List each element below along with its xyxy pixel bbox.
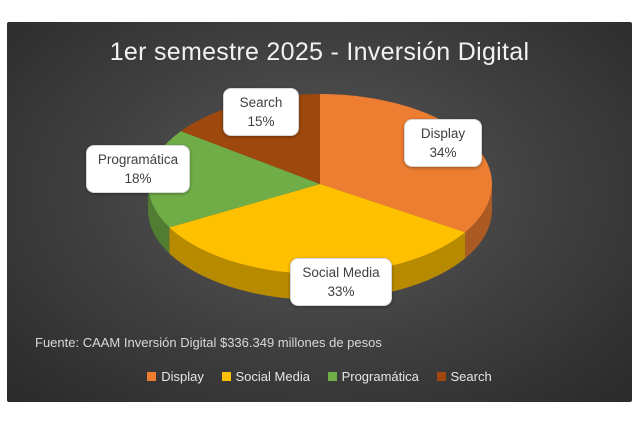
- legend-item-social-media: Social Media: [221, 369, 310, 384]
- legend-swatch-social-media: [221, 372, 231, 381]
- data-label-social-media: Social Media 33%: [290, 258, 392, 306]
- pie-slice-social-media: [169, 184, 466, 274]
- legend-label-programatica: Programática: [341, 369, 419, 384]
- pie-slice-programatica: [148, 131, 320, 228]
- pie-side-programatica: [148, 184, 170, 254]
- data-label-display: Display 34%: [404, 119, 482, 167]
- legend-label-social-media: Social Media: [235, 369, 310, 384]
- pie-side-display: [465, 184, 492, 259]
- data-label-social-media-name: Social Media: [302, 265, 380, 280]
- data-label-search-value: 15%: [247, 114, 275, 129]
- data-label-programatica-value: 18%: [124, 171, 152, 186]
- data-label-search-name: Search: [239, 95, 283, 110]
- chart-title: 1er semestre 2025 - Inversión Digital: [109, 38, 530, 66]
- data-label-display-value: 34%: [429, 145, 457, 160]
- legend-label-search: Search: [450, 369, 492, 384]
- legend-label-display: Display: [161, 369, 204, 384]
- data-label-programatica-name: Programática: [97, 152, 179, 167]
- source-note: Fuente: CAAM Inversión Digital $336.349 …: [35, 335, 382, 350]
- data-label-display-name: Display: [420, 126, 466, 141]
- data-label-programatica: Programática 18%: [86, 145, 190, 193]
- data-label-social-media-value: 33%: [327, 284, 355, 299]
- chart-legend: Display Social Media Programática Search: [7, 369, 632, 384]
- legend-swatch-display: [147, 372, 157, 381]
- legend-swatch-programatica: [327, 372, 337, 381]
- legend-item-display: Display: [147, 369, 204, 384]
- chart-card: 1er semestre 2025 - Inversión Digital Di…: [7, 22, 632, 402]
- legend-item-programatica: Programática: [327, 369, 419, 384]
- data-label-search: Search 15%: [223, 88, 299, 136]
- legend-swatch-search: [436, 372, 446, 381]
- legend-item-search: Search: [436, 369, 492, 384]
